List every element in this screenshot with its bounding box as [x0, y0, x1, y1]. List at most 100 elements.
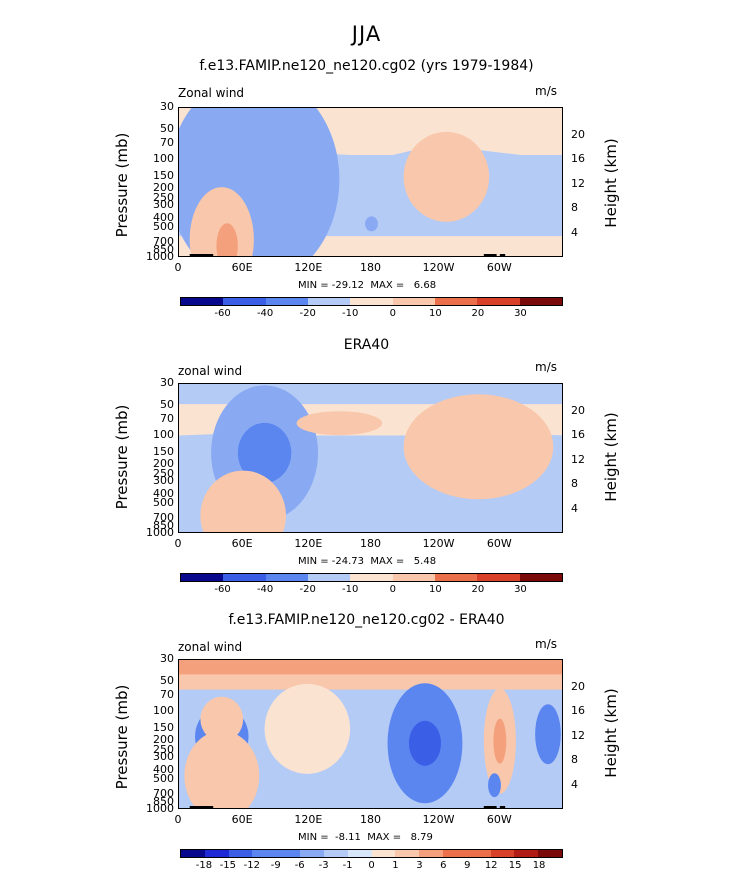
contour-region-9 [264, 683, 351, 774]
y-tick-label: 500 [153, 772, 174, 786]
y-tick-label: 30 [160, 100, 174, 113]
contour-region-5 [189, 187, 254, 256]
contour-region-6 [216, 223, 238, 256]
colorbar-label: 10 [428, 308, 442, 319]
y-tick-label: 300 [153, 750, 174, 764]
colorbar-swatch [490, 850, 515, 857]
y-tick-label: 850 [153, 795, 174, 809]
topography-mask-0 [189, 254, 212, 256]
colorbar-label: -15 [219, 860, 237, 871]
colorbar-swatch [392, 298, 435, 305]
colorbar-label: -60 [214, 584, 231, 595]
colorbar-swatch [477, 298, 520, 305]
colorbar-swatch [223, 298, 266, 305]
y-tick-label: 400 [153, 486, 174, 500]
colorbar-swatch [204, 850, 229, 857]
contour-region-7 [403, 131, 490, 222]
y-tick-label: 500 [153, 496, 174, 510]
colorbar-swatch [434, 574, 478, 581]
colorbar-swatch [519, 574, 562, 581]
colorbar-swatch [223, 574, 266, 581]
y-tick-label: 1000 [146, 802, 174, 815]
contour-plot [178, 107, 563, 257]
y2-tick-label: 12 [571, 176, 585, 190]
y2-tick-label: 16 [571, 704, 585, 718]
x-tick-label: 180 [360, 537, 381, 550]
units-label: m/s [535, 637, 557, 651]
x-tick-label: 120E [294, 537, 323, 550]
topography-mask-1 [207, 254, 214, 256]
y-tick-label: 850 [153, 519, 174, 533]
colorbar-swatch [395, 850, 420, 857]
colorbar-swatch [477, 574, 520, 581]
y-tick-label: 100 [153, 703, 174, 717]
y-tick-label: 70 [160, 412, 174, 426]
y-tick-label: 50 [160, 673, 174, 687]
variable-label: Zonal wind [178, 86, 245, 100]
x-tick-label: 60W [486, 537, 512, 550]
colorbar-label: 20 [471, 308, 485, 319]
topography-mask-2 [483, 806, 497, 808]
panel-title: f.e13.FAMIP.ne120_ne120.cg02 - ERA40 [228, 612, 505, 628]
y-tick-label: 250 [153, 190, 174, 204]
y-tick-label: 70 [160, 688, 174, 702]
x-tick-label: 180 [360, 813, 381, 826]
x-tick-label: 0 [174, 813, 182, 826]
colorbar [180, 573, 563, 582]
y-tick-label: 150 [153, 444, 174, 458]
colorbar-swatch [392, 574, 435, 581]
y2-tick-label: 8 [571, 477, 578, 491]
y2-tick-label: 20 [571, 403, 585, 417]
x-tick-label: 60W [486, 261, 512, 274]
colorbar-label: 30 [514, 308, 527, 319]
variable-label: zonal wind [178, 364, 243, 378]
colorbar-label: 6 [440, 860, 447, 871]
topography-mask-3 [499, 254, 506, 256]
colorbar-swatch [350, 298, 393, 305]
y2-axis-label: Height (km) [602, 138, 620, 228]
y-tick-label: 30 [160, 652, 174, 665]
colorbar-label: -20 [299, 308, 316, 319]
contour-field [179, 384, 562, 532]
y-tick-label: 150 [153, 720, 174, 734]
y2-axis-label: Height (km) [602, 412, 620, 502]
y2-axis-label: Height (km) [602, 688, 620, 778]
y-tick-label: 700 [153, 510, 174, 524]
contour-region-10 [184, 730, 260, 808]
colorbar-swatch [181, 298, 224, 305]
colorbar-swatch [252, 850, 277, 857]
colorbar [180, 849, 563, 858]
contour-field [179, 660, 562, 808]
colorbar-swatch [347, 850, 372, 857]
contour-plot [178, 659, 563, 809]
colorbar-swatch [434, 298, 478, 305]
topography-mask-0 [189, 806, 212, 808]
x-tick-label: 0 [174, 261, 182, 274]
y2-tick-label: 8 [571, 201, 578, 215]
y2-tick-label: 12 [571, 728, 585, 742]
y-tick-label: 100 [153, 151, 174, 165]
topography-mask-1 [207, 806, 214, 808]
contour-region-4 [237, 422, 292, 483]
colorbar-swatch [323, 850, 348, 857]
x-tick-label: 120W [422, 813, 455, 826]
units-label: m/s [535, 84, 557, 98]
colorbar-swatch [514, 850, 539, 857]
y-tick-label: 50 [160, 397, 174, 411]
colorbar-label: 15 [508, 860, 522, 871]
colorbar-label: 9 [464, 860, 471, 871]
contour-region-11 [200, 696, 244, 742]
colorbar-label: 18 [532, 860, 546, 871]
colorbar-label: 1 [392, 860, 399, 871]
colorbar-label: -20 [299, 584, 316, 595]
colorbar-swatch [307, 574, 351, 581]
y-tick-label: 70 [160, 136, 174, 150]
y-tick-label: 700 [153, 786, 174, 800]
variable-label: zonal wind [178, 640, 243, 654]
x-tick-label: 120E [294, 261, 323, 274]
colorbar-swatch [181, 850, 205, 857]
y-tick-label: 850 [153, 243, 174, 257]
x-tick-label: 60E [231, 537, 253, 550]
y-tick-label: 1000 [146, 250, 174, 263]
colorbar-label: 0 [368, 860, 375, 871]
